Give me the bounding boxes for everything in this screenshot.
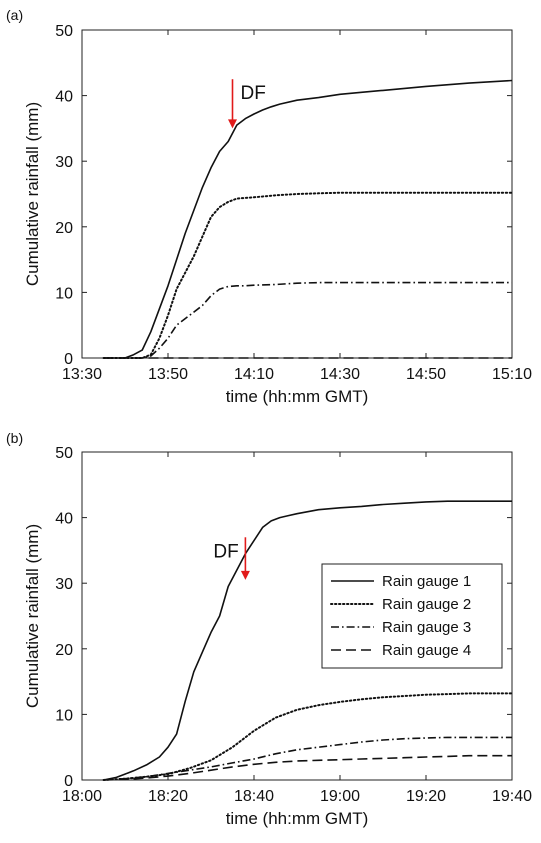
series-line-1 [103, 79, 513, 359]
chart-panel-a: (a) 13:30 13:50 14:10 14:30 14:50 15:10 0 10 20 30… [6, 7, 532, 406]
legend-label-1: Rain gauge 1 [382, 573, 471, 590]
x-tick-label: 14:50 [406, 366, 446, 383]
legend-label-3: Rain gauge 3 [382, 619, 471, 636]
series-line-4 [103, 754, 512, 781]
x-tick-label: 14:30 [320, 366, 360, 383]
y-tick-label: 30 [55, 576, 73, 593]
x-tick-label: 19:40 [492, 788, 532, 805]
x-tick-label: 19:20 [406, 788, 446, 805]
series-line-3 [103, 736, 512, 781]
y-tick-label: 0 [64, 773, 73, 790]
x-tick-label: 19:00 [320, 788, 360, 805]
y-tick-label: 40 [55, 89, 73, 106]
series-line-2 [102, 191, 513, 359]
y-axis-label: Cumulative rainfall (mm) [23, 524, 42, 708]
y-tick-label: 0 [64, 351, 73, 368]
x-axis-label: time (hh:mm GMT) [226, 809, 369, 828]
chart-panel-b: (b) 18:00 18:20 18:40 19:00 19:20 19:40 0 10 20 30… [6, 430, 532, 828]
x-tick-label: 15:10 [492, 366, 532, 383]
x-tick-label: 13:30 [62, 366, 102, 383]
x-tick-label: 14:10 [234, 366, 274, 383]
legend-label-2: Rain gauge 2 [382, 596, 471, 613]
series-line-3 [103, 281, 512, 359]
x-tick-label: 18:00 [62, 788, 102, 805]
df-arrow-head [228, 119, 237, 129]
y-tick-label: 40 [55, 511, 73, 528]
df-annotation-label: DF [241, 83, 266, 104]
panel-label: (a) [6, 7, 23, 23]
x-tick-label: 18:40 [234, 788, 274, 805]
legend: Rain gauge 1 Rain gauge 2 Rain gauge 3 Rain… [321, 563, 503, 669]
y-tick-label: 50 [55, 445, 73, 462]
y-tick-label: 20 [55, 220, 73, 237]
panel-label: (b) [6, 430, 23, 446]
plot-area-frame [81, 29, 513, 359]
y-tick-label: 20 [55, 642, 73, 659]
df-annotation-label: DF [213, 541, 238, 562]
plot-area-frame [81, 451, 513, 781]
series-line-1 [103, 500, 512, 781]
y-axis-label: Cumulative rainfall (mm) [23, 102, 42, 286]
y-tick-label: 10 [55, 707, 73, 724]
x-tick-label: 13:50 [148, 366, 188, 383]
x-tick-label: 18:20 [148, 788, 188, 805]
legend-label-4: Rain gauge 4 [382, 642, 471, 659]
df-arrow-head [240, 570, 250, 580]
y-tick-label: 30 [55, 154, 73, 171]
y-tick-label: 50 [55, 23, 73, 40]
y-tick-label: 10 [55, 285, 73, 302]
x-axis-label: time (hh:mm GMT) [226, 387, 369, 406]
